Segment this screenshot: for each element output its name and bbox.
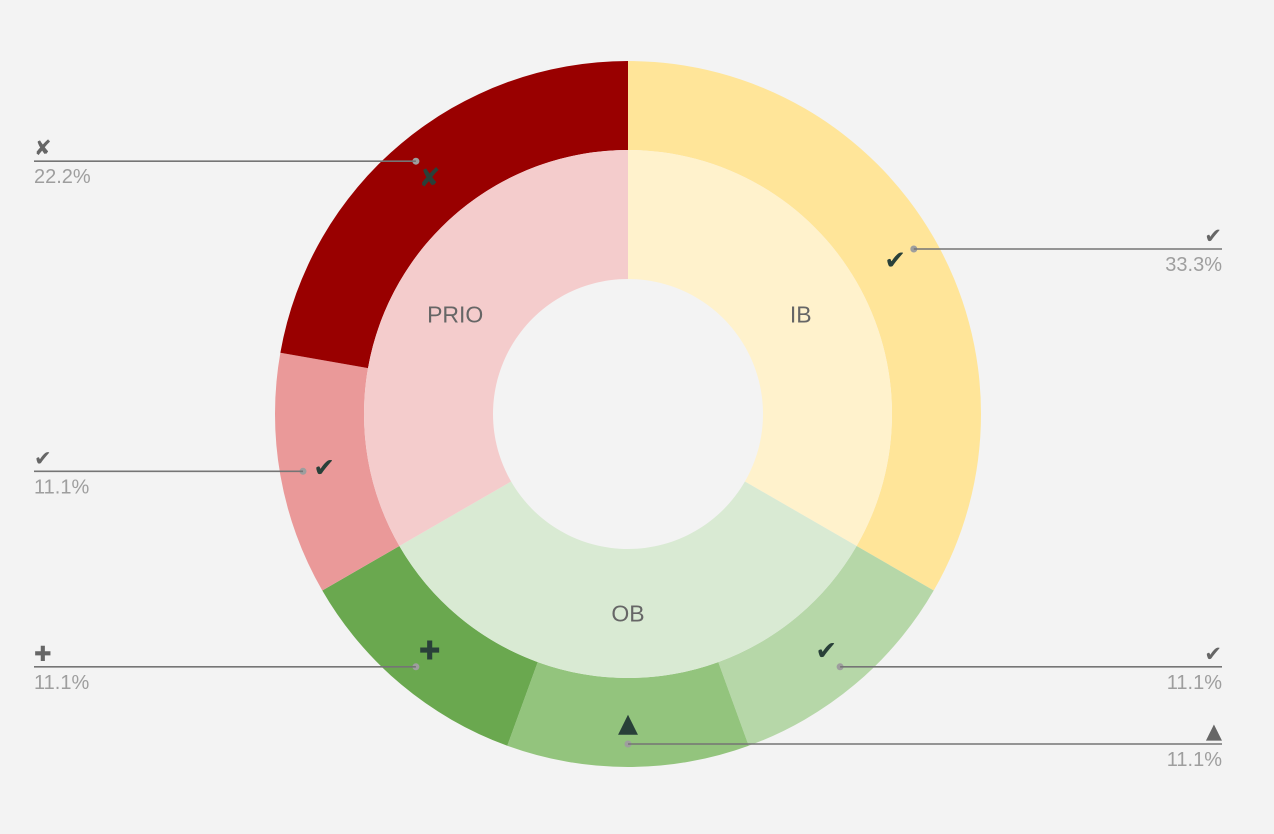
outer-slice-ob-check-1 [718,546,934,746]
slice-markers: ✔ ✔ ▲ ✚ ✔ ✘ [313,164,906,739]
inner-ring-labels: IB OB PRIO [427,301,812,626]
outer-label-symbol-triangle-2: ▲ [1206,719,1223,743]
inner-label-prio: PRIO [427,301,483,327]
inner-slice-prio [364,150,628,546]
outer-slice-ob-triangle-2 [507,662,749,767]
slice-marker-check-0: ✔ [884,246,906,276]
inner-slice-ib [628,150,892,546]
outer-slice-ib-check-0 [628,61,982,591]
outer-label-percent-1: 11.1% [1167,672,1222,694]
outer-label-symbol-cross-5: ✘ [34,136,52,160]
outer-slice-labels: ✔ 33.3% ✔ 11.1% ▲ 11.1% ✘ 22.2% ✔ 11.1% ✚ 11.1% [34,136,1223,771]
outer-slice-prio-check-4 [274,352,400,591]
outer-label-percent-2: 11.1% [1167,749,1222,771]
slice-marker-plus-3: ✚ [419,636,441,666]
outer-label-percent-3: 11.1% [34,672,89,694]
slice-marker-check-4: ✔ [313,454,335,484]
outer-ring [274,61,982,767]
outer-label-percent-5: 22.2% [34,166,91,188]
outer-slice-ob-plus-3 [322,546,538,746]
outer-label-symbol-plus-3: ✚ [34,642,52,666]
outer-label-symbol-check-4: ✔ [34,446,52,470]
slice-marker-cross-5: ✘ [419,164,441,194]
inner-slice-ob [399,481,857,678]
inner-label-ob: OB [611,601,644,627]
outer-label-percent-0: 33.3% [1165,254,1222,276]
outer-slice-prio-cross-5 [280,61,628,369]
leader-lines [34,157,1222,748]
slice-marker-check-1: ✔ [815,636,837,666]
outer-label-symbol-check-0: ✔ [1204,224,1222,248]
outer-label-symbol-check-1: ✔ [1204,642,1222,666]
slice-marker-triangle-2: ▲ [618,709,638,739]
inner-ring [364,150,892,678]
inner-label-ib: IB [790,301,812,327]
outer-label-percent-4: 11.1% [34,476,89,498]
